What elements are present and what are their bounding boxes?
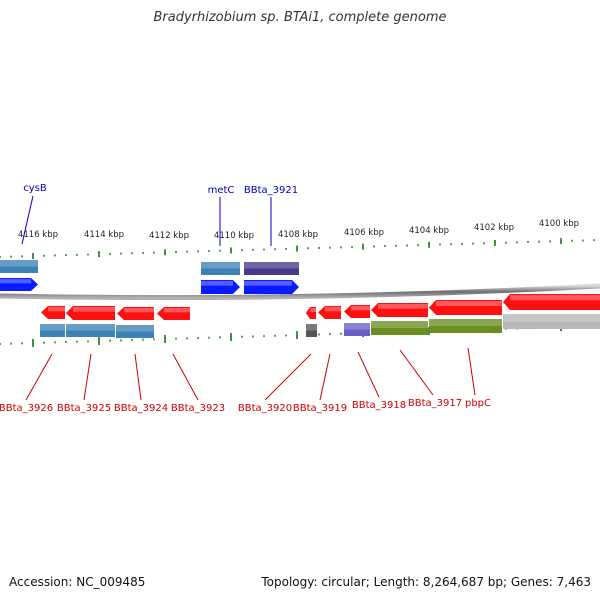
label-leader-lines [21,195,476,401]
leader-line [83,353,92,401]
leader-line [399,349,434,396]
gene-label-bbta-3920: BBta_3920 [238,403,292,414]
gene-arrow-highlight [48,307,65,312]
gene-features [0,260,600,338]
cds-block-highlight [306,324,317,331]
gene-arrow-highlight [244,281,292,286]
gene-label-bbta-3925: BBta_3925 [57,403,111,414]
gene-arrow [306,307,316,319]
leader-line [319,353,331,401]
scale-label-4112-kbp: 4112 kbp [149,231,189,241]
scale-label-4114-kbp: 4114 kbp [84,230,124,240]
leader-line [264,353,312,401]
chromosome-backbone [0,283,600,301]
gene-arrow-highlight [325,307,341,312]
leader-line [25,353,53,401]
gene-label-bbta-3923: BBta_3923 [171,403,225,414]
gene-label-bbta-3924: BBta_3924 [114,403,168,414]
scale-label-4106-kbp: 4106 kbp [344,228,384,238]
scale-label-4108-kbp: 4108 kbp [278,230,318,240]
cds-block-highlight [344,323,370,330]
cds-block [66,324,115,337]
gene-arrow [344,305,370,318]
accession-text: Accession: NC_009485 [9,575,146,589]
cds-block-highlight [429,319,502,326]
cds-block [40,324,65,337]
gene-arrow [41,306,65,319]
gene-arrow [157,307,190,320]
gene-arrow-highlight [378,304,428,309]
scale-label-4102-kbp: 4102 kbp [474,223,514,233]
scale-label-4104-kbp: 4104 kbp [409,226,449,236]
cds-block-highlight [0,260,38,267]
gene-label-bbta-3918: BBta_3918 [352,400,406,411]
gene-arrow-highlight [73,307,115,312]
gene-arrow [66,306,115,320]
cds-block [116,325,154,338]
map-title: Bradyrhizobium sp. BTAi1, complete genom… [153,10,447,25]
gene-arrow [503,294,600,310]
cds-block [429,319,502,333]
leader-line [21,195,34,245]
gene-arrow [117,307,154,320]
gene-label-cysb: cysB [23,183,47,194]
cds-block-highlight [116,325,154,332]
gene-label-bbta-3917: BBta_3917 [408,398,462,409]
cds-block [0,260,38,273]
gene-arrow [318,306,341,319]
leader-line [172,353,199,401]
cds-block-highlight [66,324,115,331]
cds-block [306,324,317,337]
gene-arrow-highlight [310,308,316,312]
cds-block-highlight [40,324,65,331]
gene-arrow [201,280,240,294]
gene-arrow-highlight [351,306,370,311]
leader-line [134,353,142,401]
cds-block-highlight [371,321,428,328]
genome-summary-text: Topology: circular; Length: 8,264,687 bp… [261,575,591,589]
gene-label-metc: metC [208,185,235,196]
gene-arrow [371,303,428,317]
gene-arrow-highlight [510,295,600,301]
cds-block [503,314,600,329]
cds-block-highlight [244,262,299,269]
gene-arrow-highlight [124,308,154,313]
gene-arrow-highlight [436,301,502,306]
scale-labels: 4116 kbp 4114 kbp 4112 kbp 4110 kbp 4108 kbp… [18,219,579,241]
scale-label-4100-kbp: 4100 kbp [539,219,579,229]
gene-arrow-highlight [201,281,233,286]
cds-block [201,262,240,275]
cds-block [344,323,370,336]
cds-block-highlight [503,314,600,322]
leader-line [357,351,380,398]
gene-label-bbta-3926: BBta_3926 [0,403,53,414]
gene-label-bbta-3921: BBta_3921 [244,185,298,196]
leader-line [467,347,476,396]
gene-arrow [244,280,299,294]
cds-block-highlight [201,262,240,269]
gene-arrow-highlight [0,279,31,284]
cds-block [244,262,299,275]
gene-arrow [0,278,38,291]
scale-ticks-upper [0,238,595,260]
gene-arrow-highlight [164,308,190,313]
backbone-arc [0,283,600,301]
gene-label-bbta-3919: BBta_3919 [293,403,347,414]
gene-arrow [429,300,502,315]
scale-label-4116-kbp: 4116 kbp [18,230,58,240]
scale-label-4110-kbp: 4110 kbp [214,231,254,241]
cds-block [371,321,428,335]
gene-label-pbpc: pbpC [465,398,491,409]
